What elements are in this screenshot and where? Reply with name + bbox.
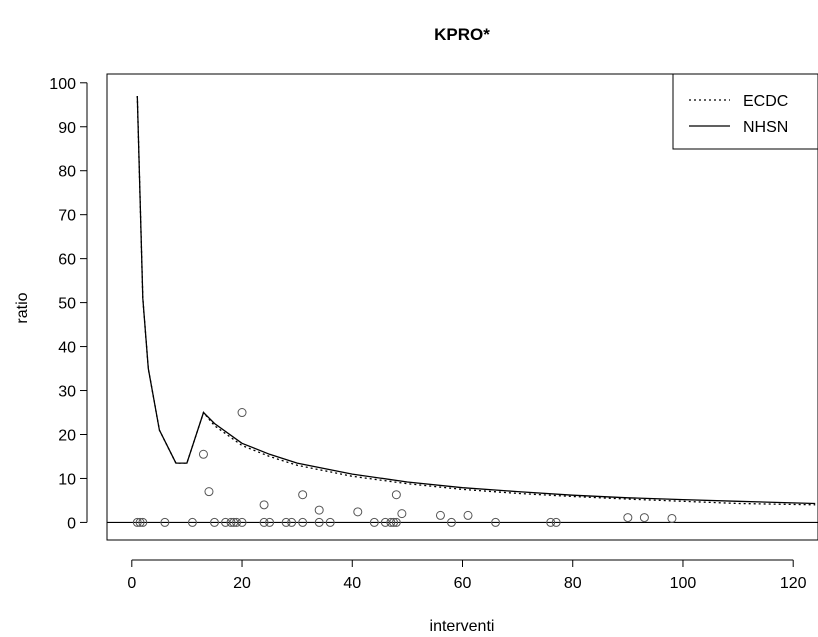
data-point [237, 408, 247, 418]
data-point [226, 517, 236, 527]
data-point [187, 517, 197, 527]
y-tick-label: 50 [58, 296, 76, 313]
data-point [138, 517, 148, 527]
plot-frame [106, 73, 818, 541]
x-tick-label: 40 [343, 575, 361, 592]
data-point [281, 517, 291, 527]
legend-box [672, 73, 818, 150]
data-point [237, 517, 247, 527]
data-point [298, 517, 308, 527]
y-tick-label: 40 [58, 340, 76, 357]
legend: ECDC NHSN [672, 73, 818, 150]
y-axis-label: ratio [14, 292, 31, 323]
data-point [314, 517, 324, 527]
data-point [491, 517, 501, 527]
data-point [132, 517, 142, 527]
x-axis-label: interventi [430, 618, 495, 635]
x-tick-label: 0 [127, 575, 136, 592]
data-point [391, 517, 401, 527]
data-point [623, 513, 633, 523]
plot-area [107, 95, 818, 527]
data-point [639, 513, 649, 523]
x-tick-label: 100 [670, 575, 697, 592]
series-line-ecdc [136, 95, 816, 506]
x-tick-label: 80 [564, 575, 582, 592]
y-tick-label: 90 [58, 120, 76, 137]
y-tick-label: 100 [49, 76, 76, 93]
data-point [325, 517, 335, 527]
data-point [259, 500, 269, 510]
data-point [435, 510, 445, 520]
x-tick-label: 20 [233, 575, 251, 592]
y-tick-label: 80 [58, 164, 76, 181]
legend-label-nhsn: NHSN [743, 119, 788, 136]
data-point [265, 517, 275, 527]
data-point [198, 449, 208, 459]
data-point [551, 517, 561, 527]
data-point [232, 517, 242, 527]
data-point [353, 507, 363, 517]
data-point [391, 490, 401, 500]
legend-label-ecdc: ECDC [743, 93, 788, 110]
y-tick-label: 30 [58, 384, 76, 401]
data-point [204, 487, 214, 497]
series-line-nhsn [136, 95, 816, 505]
chart-title: KPRO* [434, 25, 490, 44]
data-point [386, 517, 396, 527]
y-tick-label: 0 [67, 515, 76, 532]
data-point [287, 517, 297, 527]
data-point [369, 517, 379, 527]
data-point [446, 517, 456, 527]
data-point [160, 517, 170, 527]
data-point [546, 517, 556, 527]
data-point [259, 517, 269, 527]
y-tick-label: 20 [58, 427, 76, 444]
data-point [667, 513, 677, 523]
data-point [298, 490, 308, 500]
x-tick-label: 60 [454, 575, 472, 592]
y-tick-label: 60 [58, 252, 76, 269]
data-point [397, 509, 407, 519]
y-tick-label: 70 [58, 208, 76, 225]
data-point [314, 505, 324, 515]
x-tick-label: 120 [780, 575, 807, 592]
data-point [463, 510, 473, 520]
data-point [209, 517, 219, 527]
data-point [389, 517, 399, 527]
y-tick-label: 10 [58, 471, 76, 488]
data-point [135, 517, 145, 527]
